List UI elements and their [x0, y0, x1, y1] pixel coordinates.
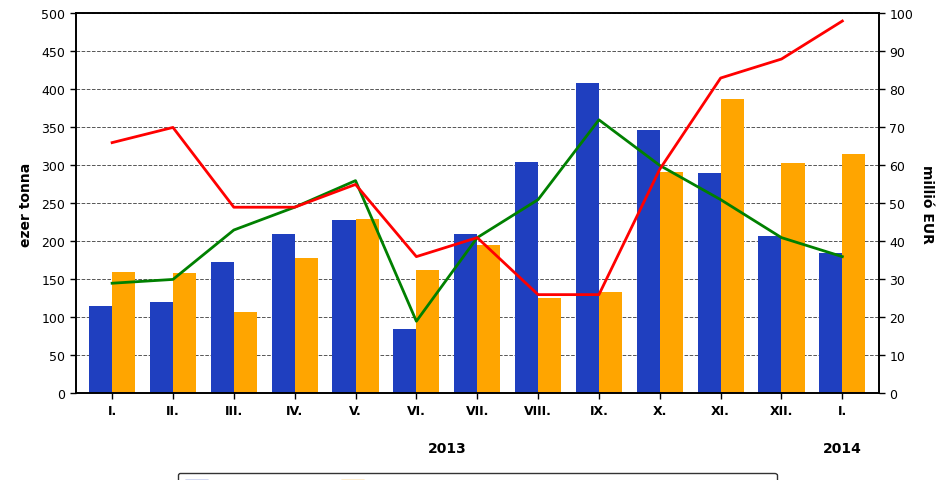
- Bar: [150, 302, 173, 394]
- Y-axis label: millió EUR: millió EUR: [919, 165, 933, 243]
- Bar: [393, 329, 416, 394]
- Bar: [271, 234, 295, 394]
- Bar: [477, 246, 499, 394]
- Bar: [416, 270, 439, 394]
- Bar: [720, 99, 743, 394]
- Bar: [233, 312, 257, 394]
- Bar: [537, 299, 561, 394]
- Bar: [841, 155, 865, 394]
- Bar: [514, 162, 537, 394]
- Bar: [454, 234, 477, 394]
- Bar: [781, 164, 803, 394]
- Bar: [818, 253, 841, 394]
- Bar: [211, 263, 233, 394]
- Legend: Búza mennyisége, Kukorica mennyisége, Búza értéke, Kukorica értéke: Búza mennyisége, Kukorica mennyisége, Bú…: [177, 472, 776, 480]
- Bar: [332, 221, 355, 394]
- Bar: [697, 174, 720, 394]
- Bar: [173, 274, 196, 394]
- Bar: [757, 237, 781, 394]
- Bar: [575, 84, 598, 394]
- Bar: [355, 219, 379, 394]
- Bar: [659, 172, 683, 394]
- Text: 2014: 2014: [822, 441, 861, 455]
- Y-axis label: ezer tonna: ezer tonna: [19, 162, 33, 246]
- Bar: [112, 272, 135, 394]
- Bar: [89, 306, 112, 394]
- Bar: [636, 131, 659, 394]
- Bar: [295, 259, 317, 394]
- Bar: [598, 293, 621, 394]
- Text: 2013: 2013: [427, 441, 465, 455]
